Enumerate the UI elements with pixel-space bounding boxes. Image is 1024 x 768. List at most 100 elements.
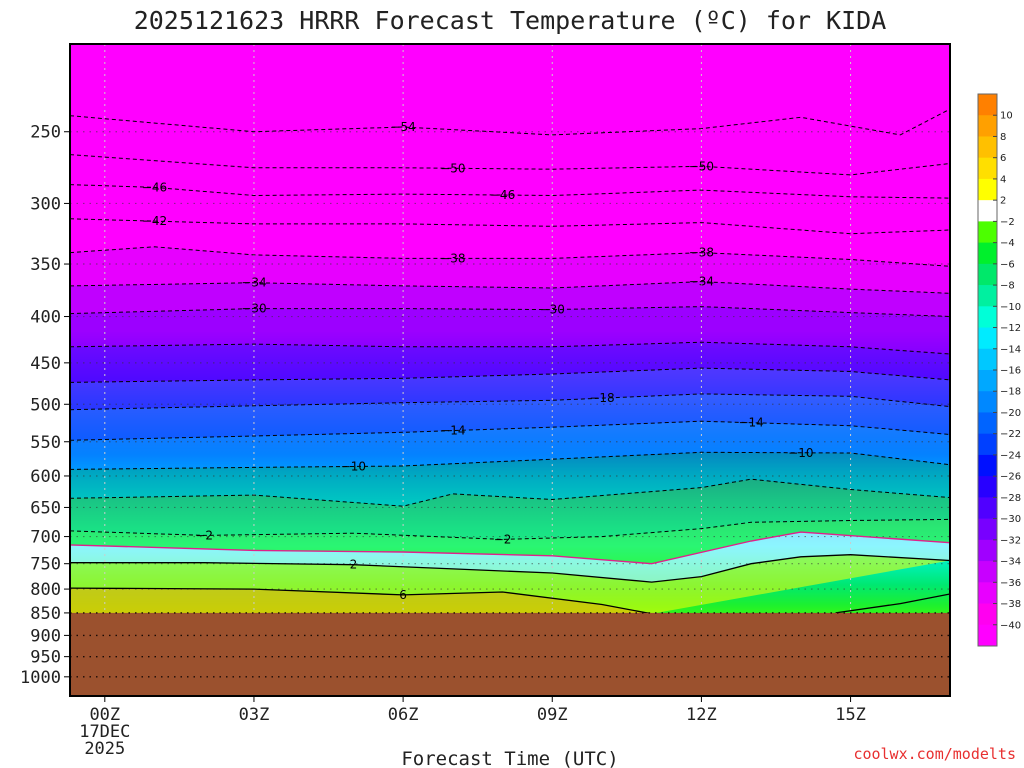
colorbar-swatch — [978, 412, 997, 435]
colorbar-label: −12 — [1000, 323, 1021, 334]
contour-line — [70, 306, 950, 317]
colorbar-swatch — [978, 115, 997, 137]
contour-line — [70, 154, 950, 176]
colorbar-swatch — [978, 433, 997, 456]
colorbar-swatch — [978, 221, 997, 244]
contour-label: 6 — [399, 588, 407, 602]
colorbar-label: −40 — [1000, 620, 1021, 631]
temperature-band — [70, 218, 950, 267]
contour-label: −42 — [142, 214, 167, 228]
contour-label: −14 — [738, 416, 763, 430]
temperature-band-warm — [70, 588, 652, 618]
colorbar-label: −2 — [1000, 217, 1015, 228]
colorbar-swatch — [978, 539, 997, 562]
colorbar-label: −38 — [1000, 599, 1021, 610]
y-tick-label: 700 — [30, 528, 61, 548]
colorbar-label: −18 — [1000, 387, 1021, 398]
temperature-band — [70, 342, 950, 383]
colorbar-swatch — [978, 263, 997, 286]
y-tick-label: 900 — [30, 626, 61, 646]
x-tick-label: 03Z — [239, 705, 270, 725]
y-tick-label: 600 — [30, 467, 61, 487]
contour-line — [70, 554, 950, 583]
y-tick-label: 750 — [30, 555, 61, 575]
x-tick-date-label: 2025 — [84, 739, 125, 759]
colorbar-swatch — [978, 603, 997, 626]
contour-line — [70, 281, 950, 294]
temperature-band — [70, 246, 950, 294]
contour-line — [70, 531, 950, 565]
colorbar-label: 8 — [1000, 132, 1006, 143]
colorbar-swatch — [978, 561, 997, 583]
below-ground-area — [70, 612, 950, 696]
temperature-band — [70, 154, 950, 199]
colorbar-label: −22 — [1000, 429, 1021, 440]
contour-line — [70, 478, 950, 507]
contour-line — [835, 593, 950, 614]
colorbar-label: −34 — [1000, 557, 1021, 568]
colorbar-label: −24 — [1000, 450, 1021, 461]
colorbar: 10 8 6 4 2 −2 −4 −6 −8 −10 −12 −14 −16 −18 −20 −22 −24 −2… — [977, 93, 1021, 647]
contour-label: −38 — [689, 246, 714, 260]
contour-line — [70, 246, 950, 267]
contour-label: −34 — [241, 276, 266, 290]
temperature-band — [70, 421, 950, 470]
contour-line — [70, 393, 950, 411]
colorbar-label: −10 — [1000, 302, 1021, 313]
colorbar-label: −8 — [1000, 281, 1015, 292]
contour-line — [70, 367, 950, 383]
contour-label: −54 — [390, 120, 415, 134]
y-tick-label: 500 — [30, 395, 61, 415]
contour-line — [70, 184, 950, 199]
colorbar-label: 10 — [1000, 111, 1013, 122]
colorbar-swatch — [978, 157, 997, 180]
temperature-band — [70, 368, 950, 410]
temperature-band — [70, 452, 950, 507]
colorbar-swatch — [978, 518, 997, 541]
colorbar-swatch — [978, 306, 997, 329]
contour-line — [70, 218, 950, 235]
contour-label: −30 — [540, 303, 565, 317]
chart-title: 2025121623 HRRR Forecast Temperature (ºC… — [134, 6, 887, 35]
plot-frame — [69, 43, 951, 697]
contour-label: −14 — [440, 424, 465, 438]
y-tick-label: 950 — [30, 648, 61, 668]
colorbar-swatch — [978, 370, 997, 392]
colorbar-swatch — [978, 624, 997, 647]
temperature-band — [70, 184, 950, 234]
contour-label: −10 — [341, 459, 366, 473]
colorbar-swatch — [978, 242, 997, 265]
temperature-band — [70, 479, 950, 540]
y-tick-label: 450 — [30, 354, 61, 374]
x-tick-label: 09Z — [537, 705, 568, 725]
colorbar-label: 6 — [1000, 153, 1006, 164]
colorbar-label: 4 — [1000, 174, 1006, 185]
pressure-axis: 2503003504004505005506006507007508008509… — [20, 123, 70, 688]
colorbar-label: −16 — [1000, 366, 1021, 377]
contour-label: −2 — [494, 532, 512, 546]
contour-label: −50 — [440, 161, 465, 175]
contour-label: −50 — [689, 159, 714, 173]
colorbar-swatch — [978, 454, 997, 477]
contour-label: −2 — [195, 528, 213, 542]
y-tick-label: 300 — [30, 194, 61, 214]
colorbar-label: −32 — [1000, 535, 1021, 546]
contour-label: −10 — [788, 446, 813, 460]
temperature-band — [70, 532, 950, 583]
y-tick-label: 550 — [30, 433, 61, 453]
contour-label: −46 — [142, 180, 167, 194]
x-tick-label: 12Z — [686, 705, 717, 725]
y-tick-label: 350 — [30, 255, 61, 275]
x-tick-date-label: 17DEC — [79, 722, 130, 742]
colorbar-swatch — [978, 200, 997, 222]
contour-label: −30 — [241, 302, 266, 316]
contour-label: −34 — [689, 275, 714, 289]
colorbar-label: −6 — [1000, 259, 1015, 270]
colorbar-label: −30 — [1000, 514, 1021, 525]
colorbar-label: −14 — [1000, 344, 1021, 355]
y-tick-label: 850 — [30, 604, 61, 624]
colorbar-swatch — [978, 94, 997, 116]
contour-label: 2 — [350, 558, 358, 572]
